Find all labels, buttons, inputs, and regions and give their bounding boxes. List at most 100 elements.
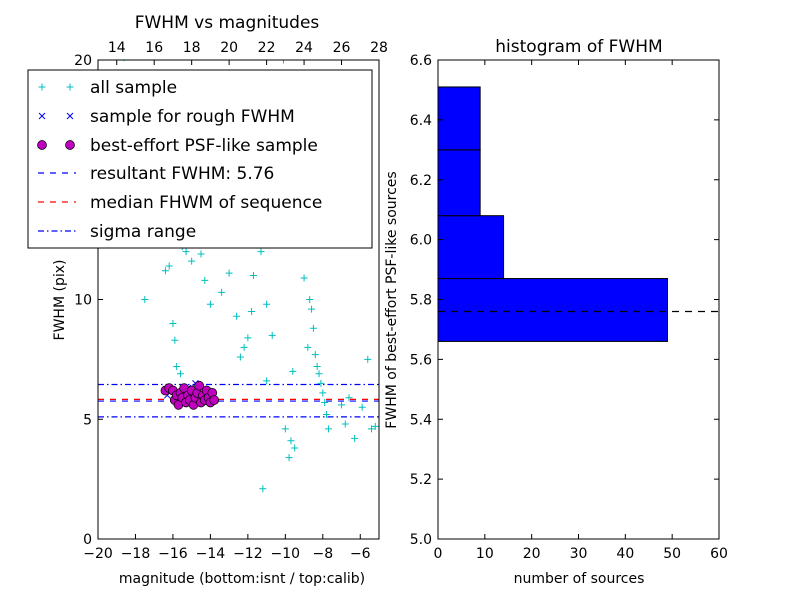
scatter-point-s0-49 [309,324,317,332]
scatter-point-s0-67 [279,60,287,64]
scatter-point-s0-1 [141,296,149,303]
legend-marker-rough-sample-1 [66,112,74,120]
scatter-top-tick-label-6: 26 [333,40,351,56]
legend-marker-psf-sample-0 [37,140,47,150]
legend-label-median-fwhm: median FHWM of sequence [90,193,322,213]
scatter-y-tick-label-4: 20 [74,53,92,69]
legend-markers [37,83,76,232]
scatter-point-s0-27 [263,300,271,308]
scatter-point-s0-54 [319,389,327,397]
histogram-bar-0 [437,278,668,342]
scatter-legend: all sample sample for rough FWHM best-ef… [27,69,373,249]
legend-marker-psf-sample-1 [65,140,75,150]
histogram-x-tick-label-6: 60 [710,546,728,562]
scatter-point-s0-30 [268,331,276,339]
scatter-top-tick-label-2: 18 [183,40,201,56]
scatter-point-s0-57 [324,425,332,433]
scatter-point-s0-17 [218,288,226,296]
scatter-point-s0-24 [249,272,257,280]
scatter-point-s0-15 [201,276,209,284]
scatter-point-s0-58 [338,401,346,409]
histogram-x-tick-label-0: 0 [434,546,443,562]
scatter-x-tick-label-1: −18 [121,546,151,562]
histogram-x-tick-label-2: 20 [523,546,541,562]
scatter-y-tick-label-2: 10 [74,293,92,309]
scatter-y-tick-label-1: 5 [83,412,92,428]
scatter-x-tick-label-7: −6 [350,546,371,562]
scatter-point-s0-11 [182,248,190,256]
scatter-x-tick-label-5: −10 [271,546,301,562]
scatter-plot-area: −20 −18 −16 −14 −12 −10 −8 −6 14 16 18 20 22 24 26 28 0 5… [74,40,388,562]
scatter-point-s0-19 [233,312,241,320]
scatter-point-s0-61 [351,434,359,442]
scatter-point-s0-16 [206,300,214,308]
scatter-point-s0-21 [240,343,248,351]
scatter-point-s0-53 [317,379,325,387]
legend-box [27,69,373,249]
scatter-x-tick-label-0: −20 [83,546,113,562]
scatter-top-tick-label-1: 16 [145,40,163,56]
scatter-top-tick-label-4: 22 [258,40,276,56]
scatter-point-s0-56 [323,410,331,418]
histogram-y-tick-label-0: 5.0 [410,532,432,548]
scatter-point-s0-51 [313,363,321,371]
scatter-panel: FWHM vs magnitudes −20 −18 −16 −14 −12 −10 −8−… [27,13,388,587]
histogram-x-axis-label: number of sources [514,571,645,587]
scatter-point-s2-16 [194,380,205,391]
scatter-y-tick-label-0: 0 [83,532,92,548]
scatter-point-s0-20 [236,353,244,361]
scatter-point-s0-48 [308,305,316,313]
scatter-top-tick-label-0: 14 [108,40,126,56]
scatter-point-s0-18 [225,269,233,277]
legend-label-rough-sample: sample for rough FWHM [90,107,295,127]
legend-label-sigma-range: sigma range [90,222,196,242]
scatter-point-s2-24 [209,395,219,405]
scatter-x-axis-label: magnitude (bottom:isnt / top:calib) [119,571,365,587]
histogram-plot-area: 0 10 20 30 40 50 60 5.0 5.2 5.4 5.6 5.8 6.0 6.2 6.4 6.6 [410,53,728,562]
scatter-point-s0-37 [285,454,293,462]
histogram-y-tick-label-3: 5.6 [410,352,432,368]
scatter-point-s0-9 [176,370,184,378]
scatter-point-s0-60 [345,394,353,402]
scatter-top-tick-label-7: 28 [370,40,388,56]
scatter-x-tick-label-2: −16 [158,546,188,562]
histogram-bar-3 [437,86,481,151]
histogram-bar-2 [437,149,481,217]
legend-label-psf-sample: best-effort PSF-like sample [90,136,318,156]
scatter-point-s0-14 [197,250,205,258]
scatter-point-s0-26 [257,248,265,256]
histogram-bar-1 [437,215,505,280]
histogram-y-tick-label-8: 6.6 [410,53,432,69]
histogram-y-axis-label: FWHM of best-effort PSF-like sources [384,171,400,428]
scatter-point-s0-35 [281,425,289,433]
histogram-y-tick-label-2: 5.4 [410,412,432,428]
histogram-x-tick-label-3: 30 [570,546,588,562]
scatter-point-s0-23 [248,307,256,315]
scatter-point-s0-59 [341,420,349,428]
histogram-x-tick-label-1: 10 [476,546,494,562]
scatter-point-s0-8 [173,363,181,371]
scatter-title: FWHM vs magnitudes [135,13,320,33]
scatter-point-s0-22 [244,334,252,342]
legend-label-resultant-fwhm: resultant FWHM: 5.76 [90,164,274,184]
scatter-point-s0-62 [358,403,366,411]
scatter-point-s0-55 [321,398,329,406]
histogram-y-tick-label-7: 6.4 [410,113,432,129]
scatter-x-tick-label-4: −12 [233,546,263,562]
scatter-point-s0-64 [368,425,376,433]
scatter-point-s0-47 [306,296,314,303]
scatter-point-s0-40 [291,444,299,452]
scatter-point-s0-5 [165,262,173,270]
histogram-y-tick-label-1: 5.2 [410,472,432,488]
scatter-point-s0-46 [304,343,312,351]
legend-marker-all-sample-1 [66,83,74,91]
histogram-x-tick-label-5: 50 [663,546,681,562]
scatter-top-tick-label-3: 20 [220,40,238,56]
scatter-point-s0-65 [371,422,379,430]
scatter-point-s0-66 [259,485,267,493]
legend-marker-rough-sample-0 [38,112,46,120]
scatter-point-s0-6 [169,319,177,327]
scatter-y-axis-label: FWHM (pix) [52,260,68,341]
scatter-point-s0-50 [311,351,319,359]
